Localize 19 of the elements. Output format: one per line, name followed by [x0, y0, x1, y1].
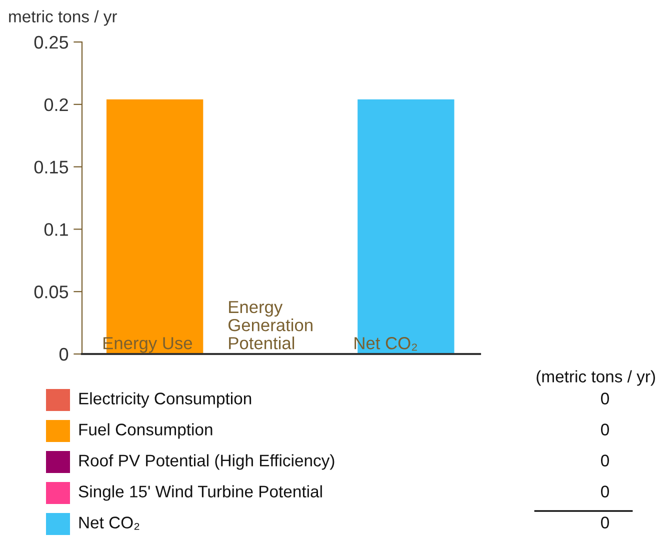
text: 0	[601, 486, 609, 498]
legend-label: Electricity Consumption	[79, 392, 252, 408]
y-tick-label: 0.2	[44, 98, 68, 112]
y-axis-title: metric tons / yr	[9, 10, 117, 26]
text: 0	[601, 424, 609, 436]
legend-label: Single 15' Wind Turbine Potential	[78, 485, 322, 501]
text: 0	[601, 516, 609, 528]
legend-label: Fuel Consumption	[79, 423, 212, 439]
y-tick-label: 0.05	[34, 286, 68, 298]
text: (metric tons / yr)	[536, 370, 655, 386]
y-tick-label: 0	[59, 348, 68, 361]
y-tick-label: 0.25	[34, 36, 68, 49]
text: 0	[601, 392, 609, 404]
legend-label: Roof PV Potential (High Efficiency)	[79, 454, 334, 470]
text: 0	[601, 454, 609, 466]
x-tick-label: Energy Generation Potential	[228, 301, 312, 350]
legend-label: Net CO₂	[79, 516, 140, 530]
y-tick-label: 0.1	[44, 223, 68, 236]
y-tick-label: 0.15	[34, 160, 68, 174]
